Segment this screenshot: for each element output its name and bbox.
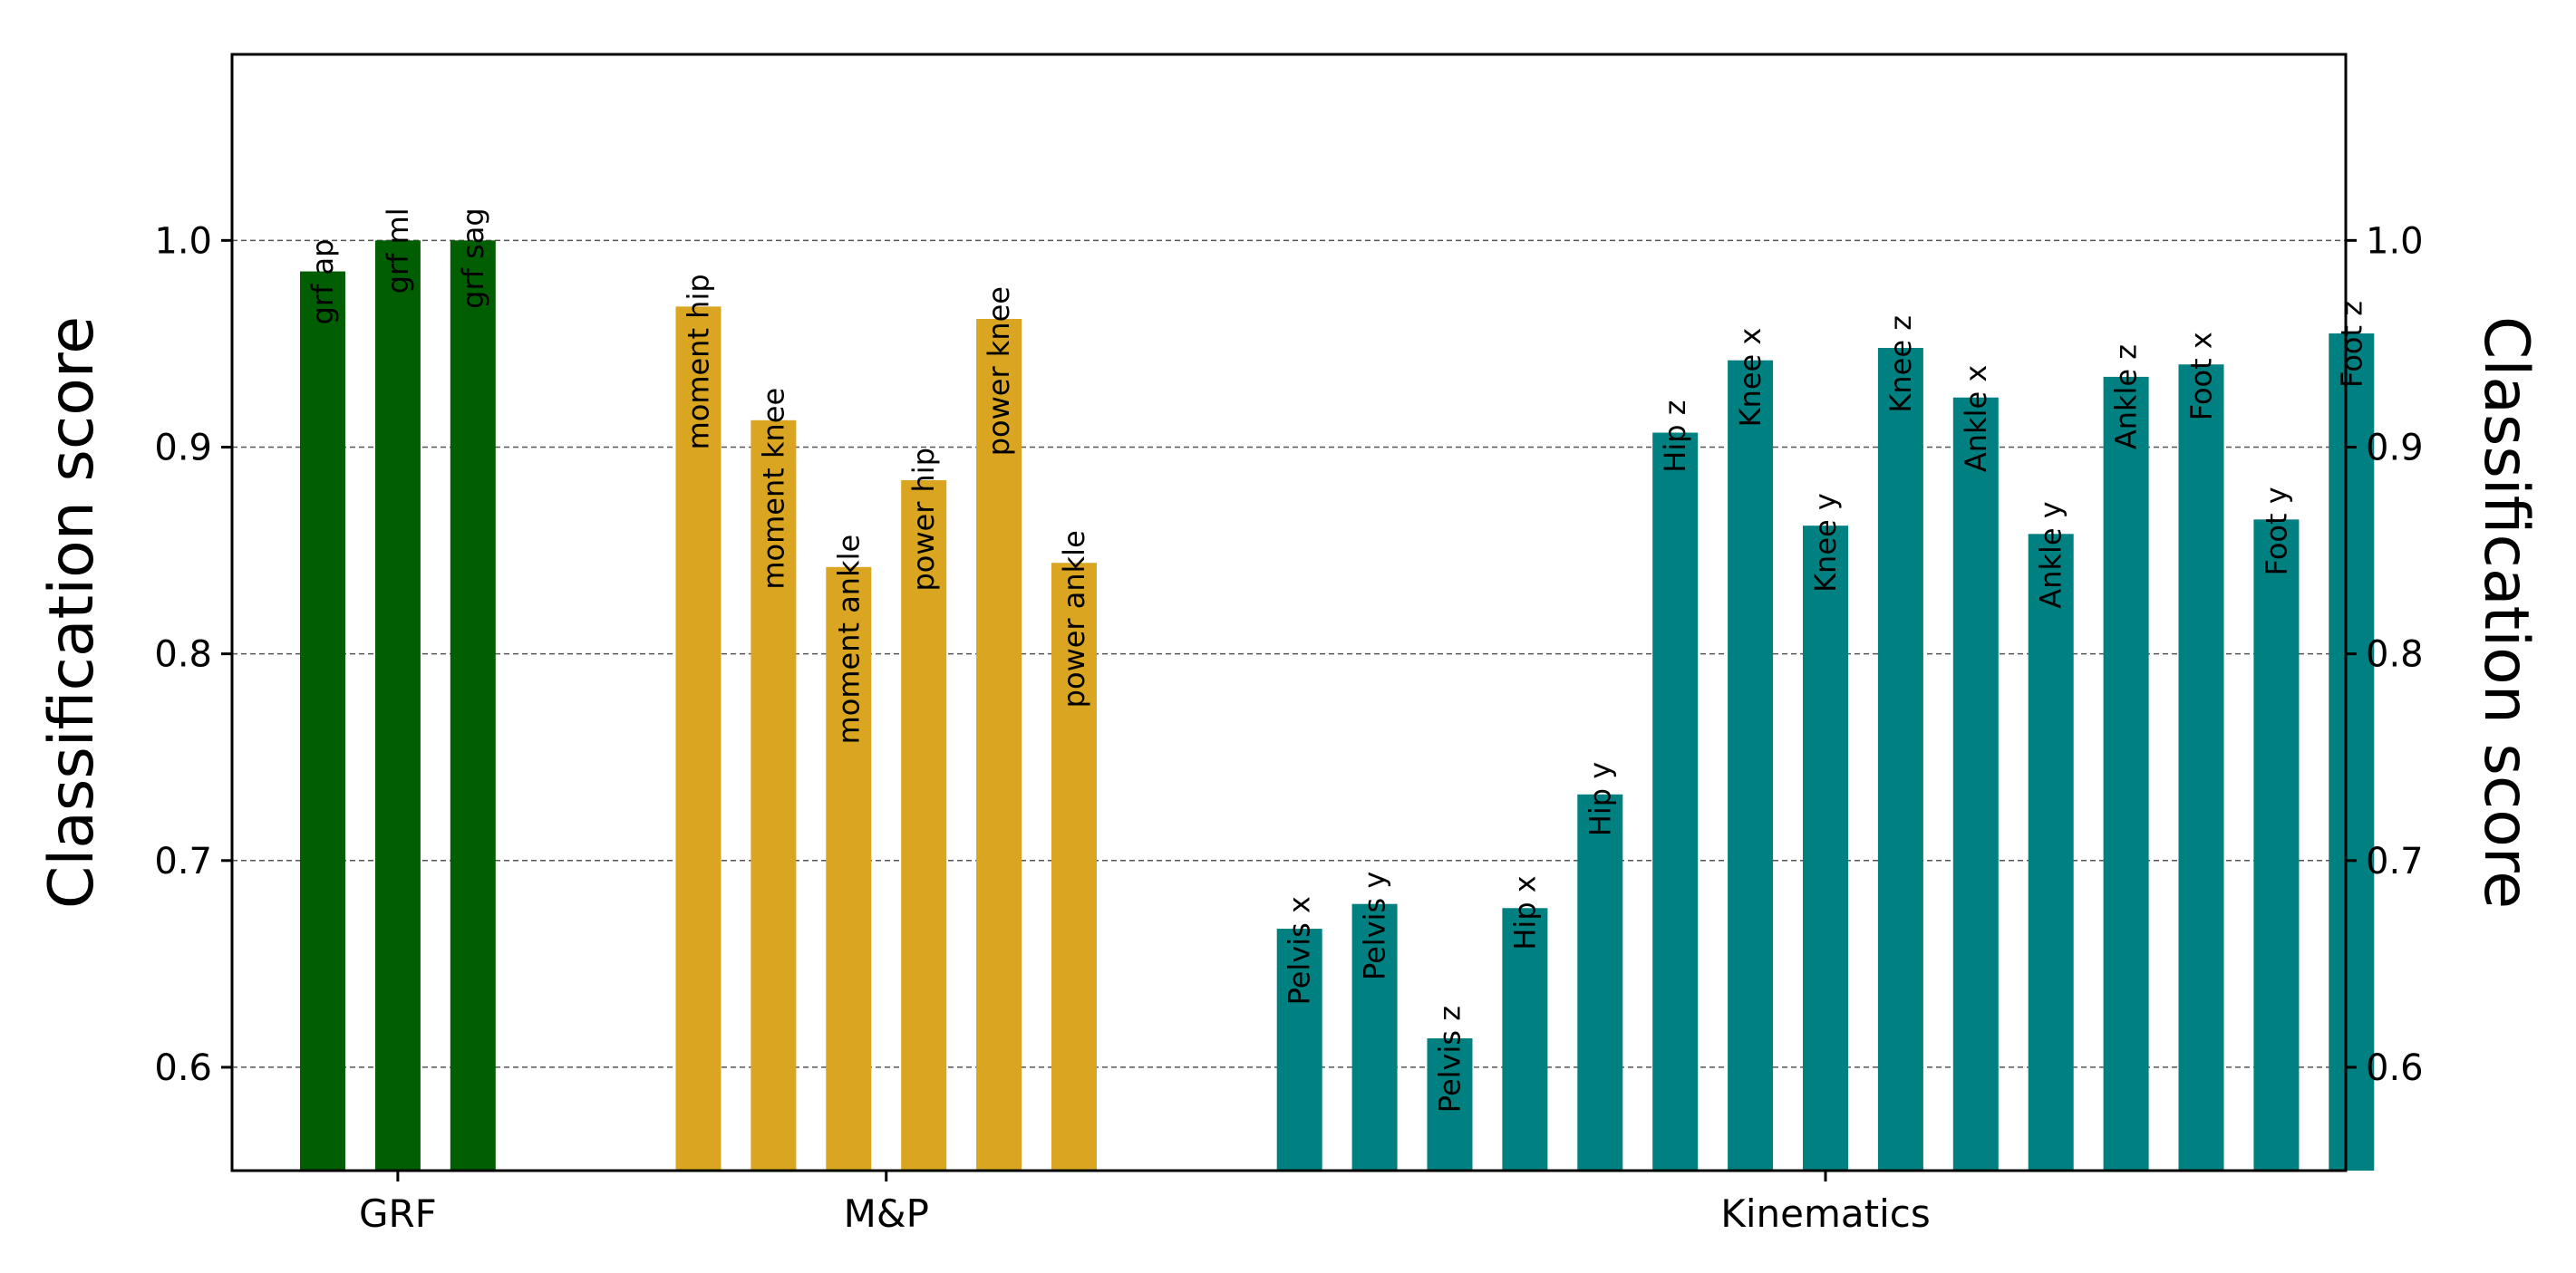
y-tick-label-left: 0.7 xyxy=(154,841,212,882)
bar xyxy=(2103,376,2149,1171)
bar-label: Foot z xyxy=(2334,301,2368,388)
bar-label: Hip z xyxy=(1658,400,1692,473)
bar xyxy=(1427,1037,1473,1171)
bar xyxy=(826,566,872,1171)
y-tick-label-right: 0.8 xyxy=(2366,634,2424,676)
bar xyxy=(976,319,1022,1171)
y-tick-label-left: 0.8 xyxy=(154,634,212,676)
bar-label: Foot y xyxy=(2259,487,2293,575)
bars xyxy=(300,240,2375,1172)
bar xyxy=(2178,364,2224,1171)
bar xyxy=(1351,903,1398,1171)
bar-label: moment ankle xyxy=(831,535,866,745)
group-label: GRF xyxy=(359,1191,437,1236)
bar xyxy=(751,420,797,1171)
y-tick-label-left: 0.9 xyxy=(154,427,212,468)
bar xyxy=(1952,397,1999,1171)
y-tick-label-left: 0.6 xyxy=(154,1047,212,1089)
bar xyxy=(1728,360,1774,1171)
bar-label: grf ap xyxy=(305,239,340,325)
bar xyxy=(1502,908,1548,1171)
plot-frame xyxy=(230,53,2348,1172)
bar xyxy=(2028,534,2074,1171)
y-ticks: 0.6 0.6 0.7 0.7 0.8 0.8 0.9 0.9 1.0 1.0 xyxy=(154,220,2423,1089)
bar-label: Ankle z xyxy=(2109,344,2144,449)
bar-label: moment hip xyxy=(682,274,716,449)
bar-label: Knee z xyxy=(1884,315,1918,413)
bar-label: Pelvis z xyxy=(1433,1006,1467,1113)
bar xyxy=(1803,526,1848,1171)
bar xyxy=(2329,333,2375,1171)
bar xyxy=(1877,347,1923,1172)
bar-label: Ankle y xyxy=(2034,501,2068,608)
y-tick-label-left: 1.0 xyxy=(154,220,212,262)
bar-label: power ankle xyxy=(1057,530,1091,708)
bar xyxy=(2253,519,2300,1171)
bar-label: Pelvis y xyxy=(1358,872,1392,980)
bar-label: Knee x xyxy=(1733,328,1767,428)
bar xyxy=(901,479,947,1171)
y-tick-label-right: 0.6 xyxy=(2366,1047,2424,1089)
bar-label: power knee xyxy=(982,286,1016,456)
bar-labels: grf ap grf ml grf sag moment hip moment knee… xyxy=(305,207,2368,1113)
bar xyxy=(374,240,421,1171)
y-tick-label-right: 1.0 xyxy=(2366,220,2424,262)
bar-label: Ankle x xyxy=(1959,365,1993,472)
bar xyxy=(1276,929,1322,1171)
bar-label: grf sag xyxy=(456,207,490,308)
bar-label: Knee y xyxy=(1808,493,1843,593)
y-axis-title-left: Classification score xyxy=(36,316,108,909)
group-label: M&P xyxy=(844,1191,929,1236)
bar-label: Hip y xyxy=(1583,762,1617,836)
bar-label: Foot x xyxy=(2184,332,2219,420)
bar xyxy=(450,240,496,1171)
bar xyxy=(300,271,345,1171)
bar-label: Hip x xyxy=(1507,875,1542,950)
group-label: Kinematics xyxy=(1720,1191,1930,1236)
bar xyxy=(1577,794,1623,1171)
y-axis-title-right: Classification score xyxy=(2470,316,2542,909)
bar-label: power hip xyxy=(906,448,941,592)
bar xyxy=(675,306,721,1172)
group-labels: GRF M&P Kinematics xyxy=(359,1171,1931,1236)
y-tick-label-right: 0.7 xyxy=(2366,841,2424,882)
y-tick-label-right: 0.9 xyxy=(2366,427,2424,468)
bar-label: Pelvis x xyxy=(1283,896,1317,1005)
bar-label: grf ml xyxy=(381,207,415,294)
bar-label: moment knee xyxy=(756,388,790,590)
bar xyxy=(1051,563,1097,1171)
bar xyxy=(1652,432,1699,1171)
